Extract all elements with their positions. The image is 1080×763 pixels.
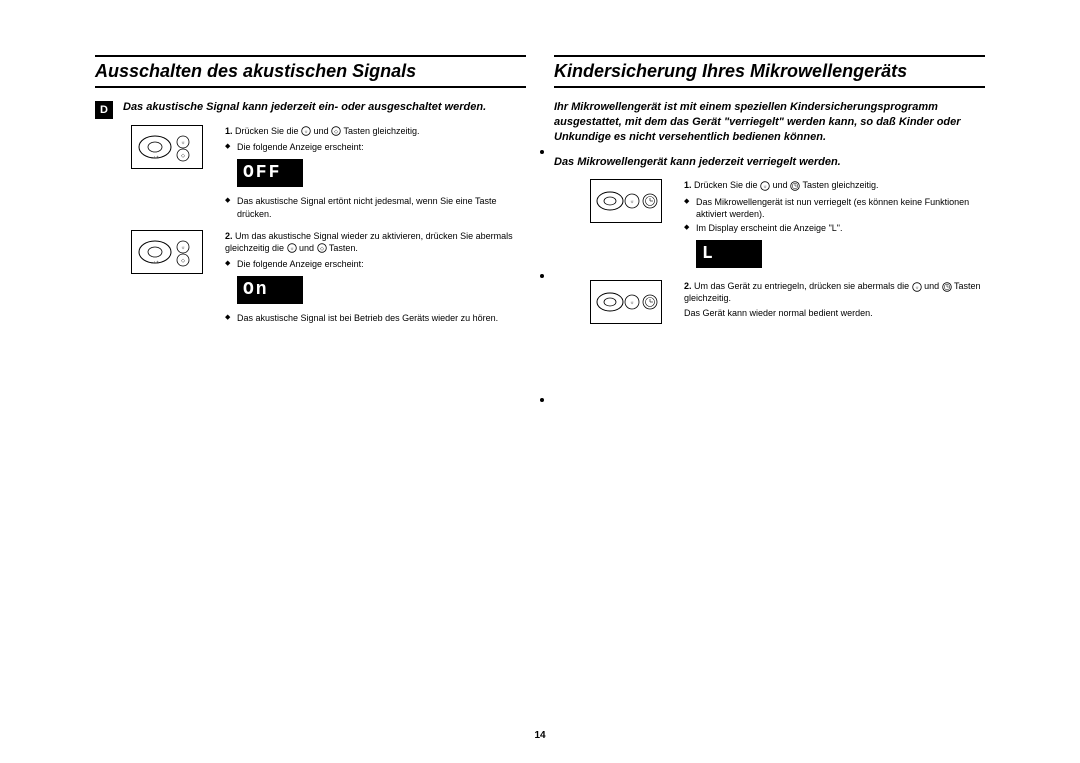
bullet: Das akustische Signal ertönt nicht jedes…	[225, 195, 526, 219]
t: Drücken Sie die	[235, 126, 301, 136]
left-step-2-body: 2. Um das akustische Signal wieder zu ak…	[209, 230, 526, 327]
t: Tasten gleichzeitig.	[341, 126, 419, 136]
step-number: 2.	[684, 281, 692, 291]
button-panel-icon: ☼	[554, 280, 662, 324]
svg-text:☼: ☼	[763, 184, 768, 190]
svg-text:- ◦ +: - ◦ +	[151, 259, 159, 264]
svg-text:☼: ☼	[304, 129, 309, 135]
svg-text:☼: ☼	[914, 285, 919, 291]
t: Drücken Sie die	[694, 180, 760, 190]
t: Um das Gerät zu entriegeln, drücken sie …	[694, 281, 912, 291]
display-on: On	[237, 276, 303, 304]
svg-text:◇: ◇	[320, 246, 324, 252]
left-step-2: - ◦ + ☼ ◇ 2. Um das akustische Signal wi…	[95, 230, 526, 327]
column-divider-dots	[540, 150, 544, 522]
svg-text:☼: ☼	[289, 246, 294, 252]
bullet: Die folgende Anzeige erscheint:	[225, 258, 526, 270]
step-number: 1.	[225, 126, 233, 136]
step-text: Drücken Sie die ☼ und ◇ Tasten gleichzei…	[235, 126, 419, 136]
left-intro-text: Das akustische Signal kann jederzeit ein…	[123, 100, 486, 115]
bullet: Das akustische Signal ist bei Betrieb de…	[225, 312, 526, 324]
bullets: Das akustische Signal ertönt nicht jedes…	[225, 195, 526, 219]
right-section-title: Kindersicherung Ihres Mikrowellengeräts	[554, 55, 985, 88]
bullets: Das akustische Signal ist bei Betrieb de…	[225, 312, 526, 324]
bullets: Die folgende Anzeige erscheint:	[225, 141, 526, 153]
left-section-title: Ausschalten des akustischen Signals	[95, 55, 526, 88]
svg-text:◇: ◇	[181, 153, 185, 159]
bullet: Das Mikrowellengerät ist nun verriegelt …	[684, 196, 985, 220]
step-text: Drücken Sie die ☼ und Tasten gleichzeiti…	[694, 180, 878, 190]
bullet: Die folgende Anzeige erscheint:	[225, 141, 526, 153]
t: und	[297, 243, 317, 253]
right-step-1: ☼ 1. Drücken Sie die ☼ und Tasten gleich…	[554, 179, 985, 272]
right-intro-2: Das Mikrowellengerät kann jederzeit verr…	[554, 155, 985, 170]
right-step-2: ☼ 2. Um das Gerät zu entriegeln, drücken…	[554, 280, 985, 324]
right-step-1-body: 1. Drücken Sie die ☼ und Tasten gleichze…	[668, 179, 985, 272]
right-step-2-body: 2. Um das Gerät zu entriegeln, drücken s…	[668, 280, 985, 324]
step-number: 2.	[225, 231, 233, 241]
button-panel-icon: - ◦ + ☼ ◇	[95, 125, 203, 222]
display-off: OFF	[237, 159, 303, 187]
bullets: Die folgende Anzeige erscheint:	[225, 258, 526, 270]
svg-text:☼: ☼	[181, 245, 186, 251]
svg-text:☼: ☼	[181, 140, 186, 146]
step-text: Um das Gerät zu entriegeln, drücken sie …	[684, 281, 981, 303]
t: und	[922, 281, 942, 291]
svg-text:☼: ☼	[630, 199, 635, 205]
t: und	[770, 180, 790, 190]
left-step-1-body: 1. Drücken Sie die ☼ und ◇ Tasten gleich…	[209, 125, 526, 222]
t: Tasten gleichzeitig.	[800, 180, 878, 190]
svg-text:◇: ◇	[181, 258, 185, 264]
trail-text: Das Gerät kann wieder normal bedient wer…	[684, 307, 985, 319]
bullet: Im Display erscheint die Anzeige "L".	[684, 222, 985, 234]
manual-page: Ausschalten des akustischen Signals D Da…	[0, 0, 1080, 763]
right-column: Kindersicherung Ihres Mikrowellengeräts …	[554, 55, 985, 575]
left-intro-row: D Das akustische Signal kann jederzeit e…	[95, 100, 526, 125]
t: und	[311, 126, 331, 136]
page-number: 14	[0, 730, 1080, 741]
button-panel-icon: - ◦ + ☼ ◇	[95, 230, 203, 327]
bullets: Das Mikrowellengerät ist nun verriegelt …	[684, 196, 985, 234]
button-panel-icon: ☼	[554, 179, 662, 272]
t: Tasten.	[327, 243, 358, 253]
step-text: Um das akustische Signal wieder zu aktiv…	[225, 231, 513, 253]
left-step-1: - ◦ + ☼ ◇ 1. Drücken Sie die ☼ und ◇ Tas…	[95, 125, 526, 222]
svg-text:- ◦ +: - ◦ +	[151, 154, 159, 159]
t: Um das akustische Signal wieder zu aktiv…	[225, 231, 513, 253]
svg-text:◇: ◇	[334, 129, 338, 135]
svg-text:☼: ☼	[630, 300, 635, 306]
step-number: 1.	[684, 180, 692, 190]
language-badge: D	[95, 101, 113, 119]
display-l: L	[696, 240, 762, 268]
right-intro-1: Ihr Mikrowellengerät ist mit einem spezi…	[554, 100, 985, 145]
left-column: Ausschalten des akustischen Signals D Da…	[95, 55, 526, 575]
